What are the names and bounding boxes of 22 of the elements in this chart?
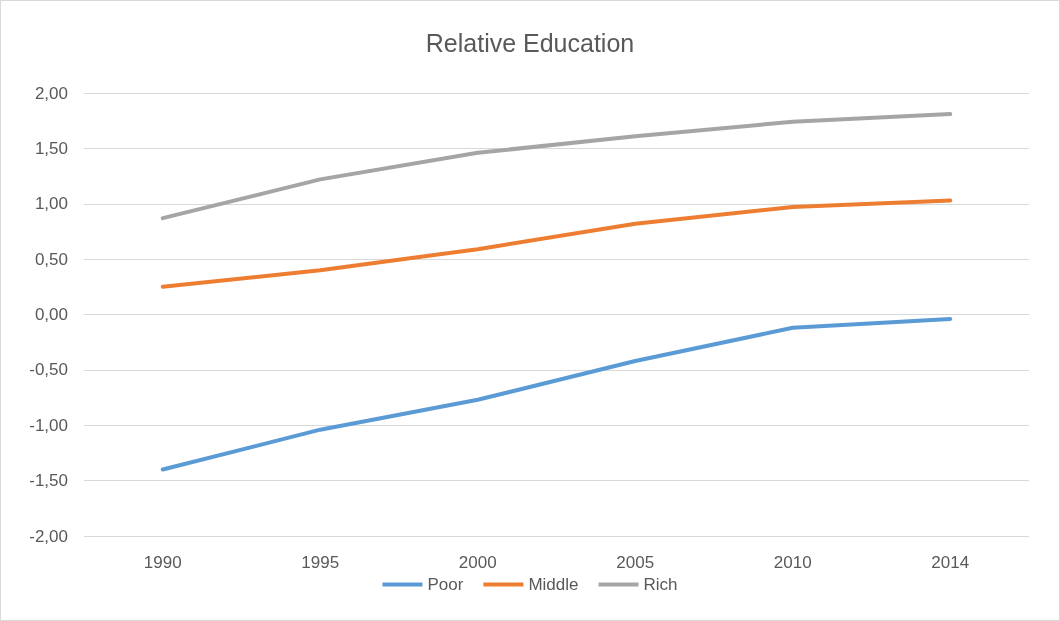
y-tick-label: 1,00 [34, 194, 68, 214]
x-tick-label: 2000 [458, 553, 497, 572]
legend-label: Middle [528, 575, 579, 594]
legend-label: Rich [643, 575, 678, 594]
chart-title: Relative Education [425, 28, 635, 57]
line-series [160, 316, 953, 472]
legend-label: Poor [427, 575, 464, 594]
x-tick-label: 2010 [773, 553, 812, 572]
y-tick-label: 0,00 [34, 305, 68, 324]
y-tick-label: -1,00 [29, 415, 68, 435]
x-tick-label: 2014 [931, 553, 970, 572]
y-tick-label: 1,50 [34, 138, 68, 158]
y-tick-label: 0,50 [34, 249, 68, 269]
line-series [160, 112, 953, 221]
x-tick-label: 1995 [301, 553, 340, 572]
x-tick-label: 2005 [616, 553, 655, 572]
line-series [160, 198, 953, 289]
y-tick-label: 2,00 [34, 83, 68, 103]
y-tick-label: -2,00 [29, 526, 68, 546]
y-tick-label: -0,50 [29, 360, 68, 380]
y-tick-label: -1,50 [29, 471, 68, 491]
x-tick-label: 1990 [143, 553, 182, 572]
